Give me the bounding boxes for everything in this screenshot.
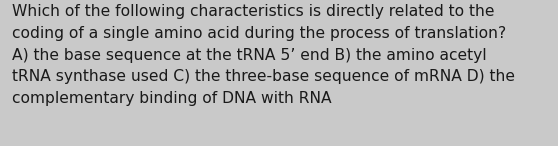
Text: Which of the following characteristics is directly related to the
coding of a si: Which of the following characteristics i… xyxy=(12,4,515,106)
